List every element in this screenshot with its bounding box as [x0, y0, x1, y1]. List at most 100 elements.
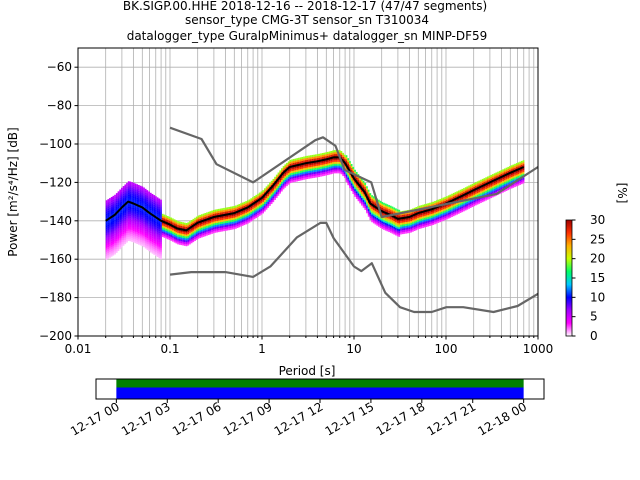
heatmap-cell — [405, 221, 407, 224]
heatmap-cell — [393, 230, 396, 233]
heatmap-cell — [400, 232, 402, 235]
heatmap-cell — [149, 235, 152, 238]
heatmap-cell — [241, 217, 244, 221]
heatmap-cell — [211, 214, 213, 217]
heatmap-cell — [121, 212, 123, 215]
heatmap-cell — [362, 186, 365, 189]
heatmap-cell — [423, 211, 426, 214]
heatmap-cell — [434, 218, 436, 221]
heatmap-cell — [413, 215, 416, 218]
heatmap-cell — [349, 174, 351, 177]
heatmap-cell — [143, 239, 145, 242]
heatmap-cell — [369, 204, 372, 207]
heatmap-cell — [429, 214, 431, 217]
heatmap-cell — [447, 208, 450, 211]
heatmap-cell — [480, 193, 482, 196]
heatmap-cell — [372, 207, 375, 210]
heatmap-cell — [514, 179, 516, 182]
heatmap-cell — [299, 166, 302, 170]
heatmap-cell — [509, 175, 511, 178]
heatmap-cell — [158, 210, 161, 213]
heatmap-cell — [318, 172, 321, 176]
heatmap-cell — [398, 209, 401, 212]
heatmap-cell — [330, 162, 333, 165]
heatmap-cell — [362, 201, 365, 204]
heatmap-cell — [143, 243, 145, 246]
heatmap-cell — [398, 230, 401, 233]
heatmap-cell — [497, 185, 499, 188]
heatmap-cell — [134, 200, 137, 203]
heatmap-cell — [226, 216, 229, 219]
heatmap-cell — [301, 168, 304, 171]
heatmap-cell — [172, 233, 174, 236]
heatmap-cell — [367, 206, 370, 210]
heatmap-cell — [430, 211, 433, 214]
heatmap-cell — [151, 240, 154, 243]
heatmap-cell — [350, 169, 353, 172]
heatmap-cell — [255, 214, 258, 217]
heatmap-cell — [473, 192, 476, 195]
heatmap-cell — [112, 253, 115, 256]
heatmap-cell — [372, 209, 375, 212]
heatmap-cell — [262, 194, 264, 197]
heatmap-cell — [423, 217, 426, 220]
heatmap-cell — [520, 174, 523, 177]
heatmap-cell — [316, 175, 319, 178]
heatmap-cell — [520, 178, 523, 181]
heatmap-cell — [151, 249, 154, 252]
heatmap-cell — [119, 189, 122, 192]
heatmap-cell — [122, 226, 125, 229]
heatmap-cell — [384, 209, 387, 212]
heatmap-cell — [170, 227, 173, 230]
heatmap-cell — [134, 208, 137, 211]
heatmap-cell — [107, 226, 110, 229]
heatmap-cell — [378, 217, 380, 220]
heatmap-cell — [138, 194, 140, 197]
heatmap-cell — [153, 235, 156, 238]
heatmap-cell — [292, 174, 295, 177]
heatmap-cell — [311, 158, 314, 161]
heatmap-cell — [420, 216, 423, 219]
heatmap-cell — [143, 223, 145, 227]
heatmap-cell — [252, 208, 254, 211]
heatmap-cell — [192, 236, 195, 239]
heatmap-cell — [212, 223, 215, 226]
heatmap-cell — [233, 223, 236, 226]
heatmap-cell — [138, 240, 140, 243]
heatmap-cell — [112, 203, 115, 206]
heatmap-cell — [139, 199, 142, 202]
x-axis-label: Period [s] — [279, 364, 336, 378]
heatmap-cell — [122, 214, 125, 217]
heatmap-cell — [393, 228, 396, 231]
heatmap-cell — [495, 185, 498, 189]
heatmap-cell — [151, 199, 154, 202]
heatmap-cell — [309, 166, 312, 169]
heatmap-cell — [459, 189, 462, 192]
heatmap-cell — [510, 174, 513, 177]
heatmap-cell — [138, 192, 140, 195]
heatmap-cell — [132, 221, 135, 224]
heatmap-cell — [139, 218, 142, 221]
heatmap-cell — [486, 197, 489, 200]
heatmap-cell — [107, 249, 110, 252]
heatmap-cell — [180, 235, 183, 238]
heatmap-cell — [374, 216, 377, 219]
heatmap-cell — [119, 210, 122, 213]
heatmap-cell — [427, 203, 430, 206]
heatmap-cell — [391, 210, 394, 213]
heatmap-cell — [129, 237, 132, 240]
heatmap-cell — [115, 214, 118, 217]
heatmap-cell — [134, 241, 137, 244]
heatmap-cell — [115, 193, 118, 196]
heatmap-cell — [241, 212, 244, 215]
heatmap-cell — [231, 214, 234, 217]
heatmap-cell — [408, 213, 411, 216]
heatmap-cell — [376, 215, 379, 218]
heatmap-cell — [383, 206, 385, 209]
heatmap-cell — [112, 234, 115, 237]
heatmap-cell — [442, 214, 445, 217]
heatmap-cell — [355, 191, 358, 194]
heatmap-cell — [376, 212, 379, 215]
heatmap-cell — [121, 229, 123, 233]
heatmap-cell — [235, 213, 237, 216]
